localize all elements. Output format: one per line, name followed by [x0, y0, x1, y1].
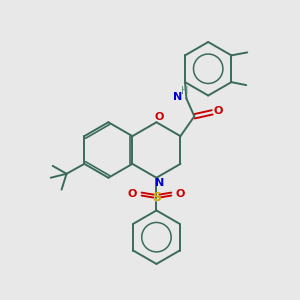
- Text: S: S: [152, 191, 161, 204]
- Text: O: O: [128, 189, 137, 199]
- Text: O: O: [155, 112, 164, 122]
- Text: H: H: [181, 85, 188, 96]
- Text: O: O: [213, 106, 223, 116]
- Text: N: N: [155, 178, 164, 188]
- Text: N: N: [173, 92, 182, 101]
- Text: O: O: [176, 189, 185, 199]
